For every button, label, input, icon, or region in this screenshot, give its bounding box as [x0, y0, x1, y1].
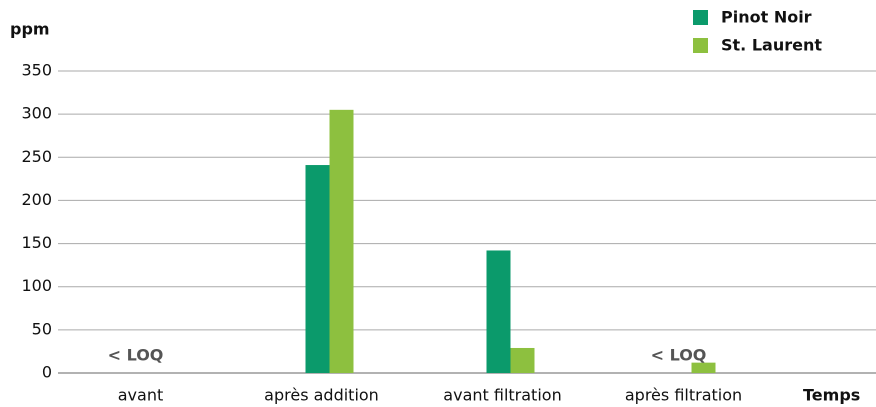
y-tick-label: 200: [21, 190, 52, 209]
y-tick-label: 0: [42, 363, 52, 382]
y-tick-label: 250: [21, 147, 52, 166]
bar: [486, 250, 511, 373]
annotation: < LOQ: [651, 346, 707, 365]
y-tick-label: 350: [21, 61, 52, 80]
x-tick-label: avant filtration: [443, 386, 561, 405]
x-tick-label: après filtration: [625, 386, 742, 405]
legend-swatch: [693, 38, 708, 53]
y-axis-label: ppm: [10, 20, 50, 39]
x-tick-label: après addition: [264, 386, 379, 405]
y-tick-label: 50: [32, 319, 52, 338]
legend-label: Pinot Noir: [721, 8, 812, 27]
legend-swatch: [693, 10, 708, 25]
bar: [510, 347, 535, 373]
bar: [329, 109, 354, 373]
legend-label: St. Laurent: [721, 36, 822, 55]
x-tick-label: avant: [118, 386, 164, 405]
y-tick-label: 150: [21, 233, 52, 252]
y-tick-label: 300: [21, 104, 52, 123]
bar: [691, 362, 716, 373]
x-axis-label: Temps: [803, 386, 860, 405]
y-tick-label: 100: [21, 276, 52, 295]
annotation: < LOQ: [108, 346, 164, 365]
bar: [305, 165, 330, 373]
